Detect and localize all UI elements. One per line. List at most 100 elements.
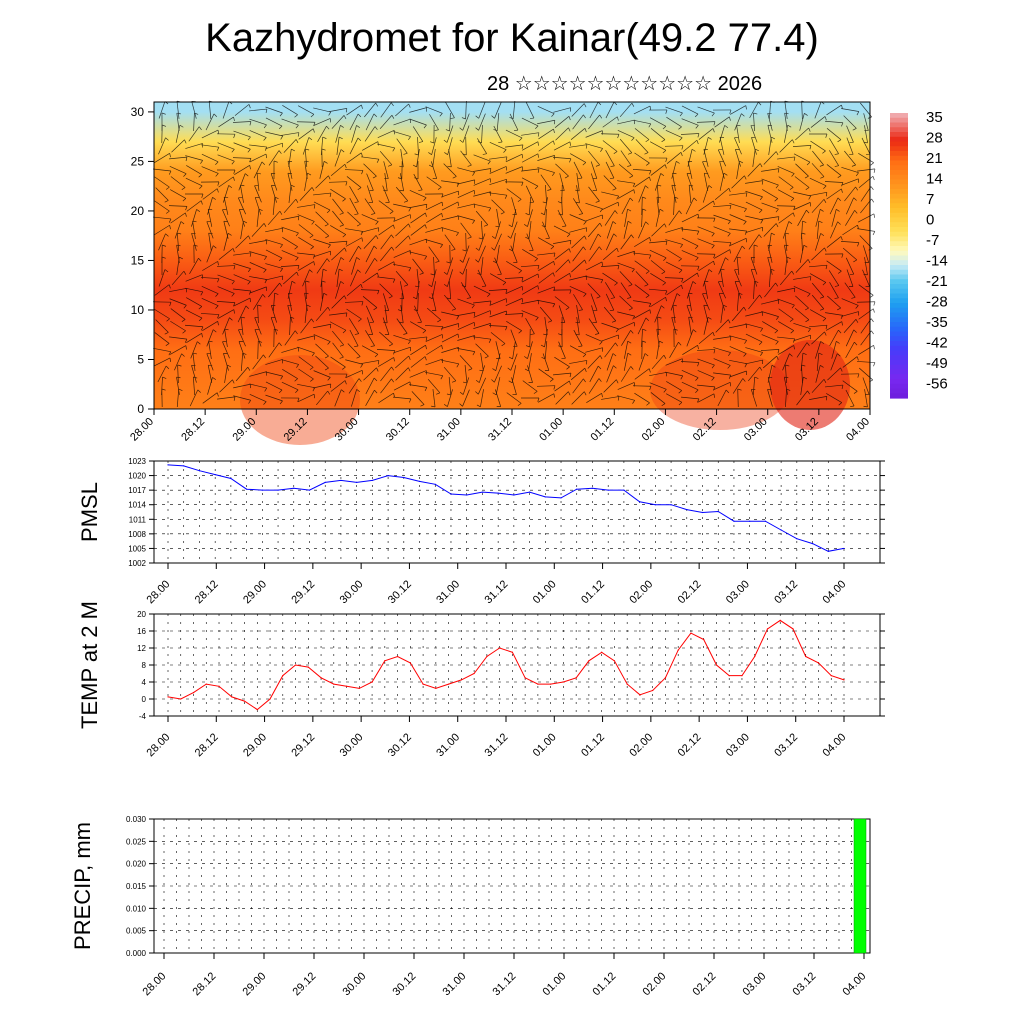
colorbar-band-54 [890, 369, 908, 375]
pmsl-ytick-label-6: 1020 [128, 472, 146, 481]
temp-series-line-0 [167, 619, 845, 711]
cs-ytick-label-30: 30 [131, 105, 145, 119]
pmsl-point-40 [796, 538, 798, 540]
pmsl-point-38 [764, 520, 766, 522]
colorbar-label-11: -42 [926, 335, 948, 352]
colorbar-band-24 [890, 227, 908, 233]
pmsl-point-36 [733, 520, 735, 522]
cs-xtick-label-8: 01.00 [537, 416, 565, 444]
pmsl-point-28 [607, 489, 609, 491]
temp-xtick-label-0: 28.00 [145, 731, 173, 759]
cs-ytick-label-5: 5 [137, 352, 144, 366]
pmsl-point-32 [670, 504, 672, 506]
colorbar-band-48 [890, 341, 908, 347]
precip-xtick-label-11: 02.12 [691, 970, 719, 998]
cs-xtick-label-10: 02.00 [640, 416, 668, 444]
colorbar-label-7: -14 [926, 253, 948, 270]
temp-xtick-label-12: 03.00 [724, 731, 752, 759]
colorbar-band-21 [890, 212, 908, 219]
precip-xtick-label-2: 29.00 [241, 970, 269, 998]
colorbar-band-49 [890, 345, 908, 352]
colorbar-band-34 [890, 274, 908, 280]
colorbar-band-32 [890, 265, 908, 271]
pmsl-point-24 [544, 496, 546, 498]
colorbar-band-27 [890, 241, 908, 247]
pmsl-point-19 [466, 494, 468, 496]
colorbar-band-14 [890, 179, 908, 185]
temp-point-4 [218, 685, 220, 687]
colorbar-label-8: -21 [926, 273, 948, 290]
pmsl-point-35 [717, 510, 719, 513]
pmsl-xtick-label-10: 02.00 [627, 578, 655, 606]
cs-ytick-label-25: 25 [131, 154, 145, 168]
temp-point-20 [422, 683, 424, 685]
colorbar-band-22 [890, 217, 908, 223]
colorbar-band-25 [890, 231, 908, 238]
colorbar-band-53 [890, 364, 908, 371]
colorbar-band-40 [890, 303, 908, 309]
pmsl-point-17 [434, 483, 436, 485]
pmsl-point-4 [230, 477, 232, 480]
pmsl-point-7 [277, 489, 279, 491]
pmsl-point-30 [639, 501, 641, 503]
precip-xtick-label-3: 29.12 [291, 970, 319, 998]
colorbar-band-12 [890, 170, 908, 176]
temp-point-48 [779, 619, 781, 621]
temp-ytick-label-0: -4 [139, 712, 147, 721]
temp-point-51 [817, 662, 820, 664]
temp-point-50 [805, 655, 807, 658]
pmsl-xtick-label-2: 29.00 [241, 578, 269, 606]
temp-xtick-label-13: 03.12 [772, 731, 800, 759]
pmsl-point-41 [811, 542, 814, 545]
colorbar-band-44 [890, 322, 908, 328]
temp-point-6 [243, 700, 246, 702]
temp-point-19 [409, 662, 411, 664]
colorbar-band-0 [890, 113, 908, 119]
colorbar-band-7 [890, 146, 908, 152]
temp-ytick-label-1: 0 [142, 695, 147, 704]
pmsl-point-0 [167, 464, 169, 466]
colorbar-band-30 [890, 255, 908, 261]
precip-xtick-label-14: 04.00 [841, 970, 869, 998]
temp-xtick-label-6: 31.00 [434, 731, 462, 759]
pmsl-point-43 [843, 547, 845, 550]
temp-point-40 [677, 649, 679, 651]
colorbar-band-17 [890, 193, 908, 200]
precip-ytick-label-6: 0.030 [126, 815, 147, 824]
temp-xtick-label-3: 29.12 [289, 731, 317, 759]
pmsl-point-1 [183, 465, 185, 467]
temp-xtick-label-10: 02.00 [627, 731, 655, 759]
colorbar-band-31 [890, 260, 908, 266]
pmsl-point-6 [261, 489, 263, 491]
pmsl-point-9 [308, 489, 311, 491]
pmsl-point-3 [214, 474, 216, 476]
precip-xtick-label-9: 01.12 [591, 970, 619, 998]
colorbar-band-9 [890, 155, 908, 162]
temp-point-25 [486, 655, 488, 658]
precip-ytick-label-5: 0.025 [126, 837, 147, 846]
pmsl-series-line-0 [167, 464, 845, 552]
precip-xtick-label-10: 02.00 [641, 970, 669, 998]
cs-xtick-label-1: 28.12 [179, 416, 207, 444]
cs-xtick-label-0: 28.00 [128, 416, 156, 444]
temp-point-1 [180, 698, 182, 700]
pmsl-point-39 [780, 529, 782, 531]
pmsl-point-23 [528, 491, 531, 493]
temp-point-17 [384, 660, 386, 662]
temp-xtick-label-1: 28.12 [193, 731, 221, 759]
temp-ytick-label-3: 8 [142, 661, 147, 670]
pmsl-point-29 [623, 489, 625, 491]
colorbar-band-11 [890, 165, 908, 171]
pmsl-ytick-label-7: 1023 [128, 457, 146, 466]
pmsl-ytick-label-2: 1008 [128, 530, 146, 539]
precip-bar-0 [853, 818, 867, 954]
colorbar-band-51 [890, 355, 908, 361]
temp-point-7 [256, 709, 258, 711]
pmsl-frame [153, 460, 881, 564]
temp-point-45 [741, 675, 743, 677]
wind-barbs [152, 100, 876, 408]
pmsl-point-11 [340, 479, 342, 482]
temp-point-46 [754, 655, 756, 658]
temp-point-18 [396, 655, 399, 658]
